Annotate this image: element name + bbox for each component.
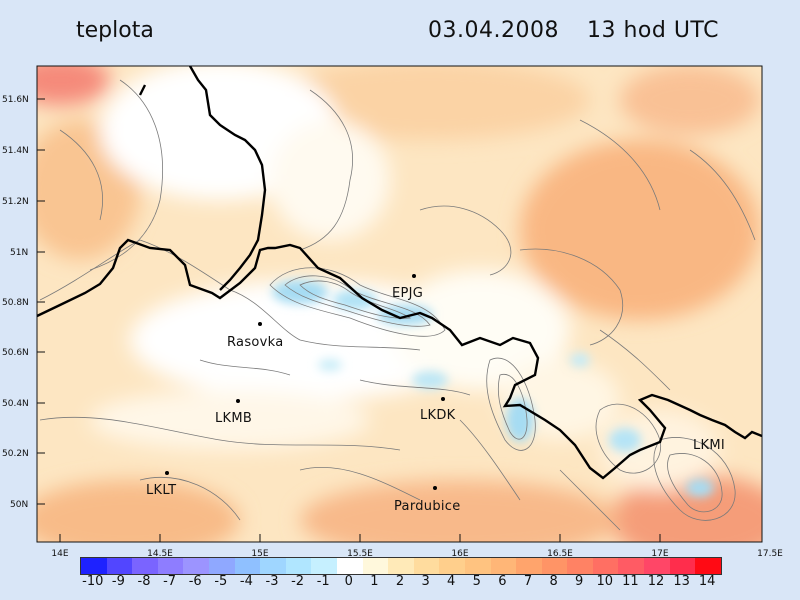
colorbar-cell <box>285 558 312 574</box>
colorbar-cell <box>439 558 465 574</box>
lon-tick-label: 15E <box>251 549 268 559</box>
colorbar-label: -9 <box>111 574 125 589</box>
colorbar-cell <box>234 558 261 574</box>
lat-tick-label: 50N <box>10 500 28 510</box>
colorbar-label: -1 <box>316 574 330 589</box>
colorbar-label: 9 <box>575 574 584 589</box>
station-label-lkdk: LKDK <box>420 408 456 423</box>
colorbar-label: 8 <box>549 574 558 589</box>
colorbar-cell <box>183 558 209 574</box>
lon-tick-label: 15.5E <box>347 549 373 559</box>
station-label-rasovka: Rasovka <box>227 335 284 350</box>
lon-tick-label: 14.5E <box>147 549 173 559</box>
colorbar-cell <box>336 558 363 574</box>
colorbar-cell <box>388 558 414 574</box>
lat-tick-label: 51.2N <box>2 197 29 207</box>
lat-tick-label: 51N <box>10 248 28 258</box>
colorbar-label: -2 <box>291 574 305 589</box>
station-markers: EPJG Rasovka LKMB LKDK LKMI LKLT Pardubi… <box>146 274 725 514</box>
colorbar-cell <box>81 558 107 574</box>
colorbar-cell <box>516 558 542 574</box>
colorbar-cell <box>362 558 389 574</box>
lon-tick-label: 16E <box>451 549 468 559</box>
colorbar-label: 13 <box>673 574 690 589</box>
colorbar-label: 7 <box>523 574 533 589</box>
colorbar-label: 10 <box>596 574 614 589</box>
colorbar-cell <box>592 558 619 574</box>
station-dot <box>236 399 240 403</box>
map-date: 03.04.2008 <box>428 18 559 43</box>
colorbar-cell <box>413 558 440 574</box>
station-label-pardubice: Pardubice <box>394 499 461 514</box>
colorbar-label: -10 <box>82 574 104 589</box>
colorbar-labels: -10 -9 -8 -7 -6 -5 -4 -3 -2 -1 0 1 2 3 4 5 6 7 8 9 10 11 12 13 1… <box>80 574 720 590</box>
colorbar-cell <box>490 558 517 574</box>
lat-tick-label: 50.2N <box>2 449 29 459</box>
colorbar-label: -5 <box>214 574 228 589</box>
country-borders <box>37 66 762 480</box>
colorbar-cell <box>311 558 337 574</box>
lat-tick-label: 50.4N <box>2 399 29 409</box>
temperature-field <box>37 66 762 542</box>
colorbar-label: 12 <box>647 574 665 589</box>
axis-ticks <box>37 98 763 542</box>
colorbar-label: -4 <box>239 574 253 589</box>
colorbar-label: 6 <box>498 574 507 589</box>
colorbar-label: 1 <box>370 574 379 589</box>
colorbar-label: -8 <box>137 574 151 589</box>
lon-tick-label: 16.5E <box>547 549 573 559</box>
colorbar-label: -6 <box>188 574 202 589</box>
station-dot <box>433 486 437 490</box>
colorbar-cell <box>541 558 568 574</box>
longitude-labels: 14E 14.5E 15E 15.5E 16E 16.5E 17E 17.5E <box>51 549 783 559</box>
station-label-lklt: LKLT <box>146 483 176 498</box>
colorbar-label: 11 <box>622 574 639 589</box>
station-label-epjg: EPJG <box>392 286 423 301</box>
colorbar-cell <box>644 558 670 574</box>
lat-tick-label: 51.4N <box>2 146 29 156</box>
colorbar-label: 3 <box>421 574 430 589</box>
station-dot <box>258 322 262 326</box>
colorbar-cell <box>695 558 721 574</box>
lat-tick-label: 50.8N <box>2 298 29 308</box>
lat-tick-label: 50.6N <box>2 348 29 358</box>
colorbar-label: 0 <box>344 574 353 589</box>
colorbar-label: 14 <box>698 574 716 589</box>
lat-tick-label: 51.6N <box>2 95 29 105</box>
map-variable-title: teplota <box>76 18 154 43</box>
colorbar-cell <box>260 558 286 574</box>
colorbar-cell <box>464 558 491 574</box>
colorbar-cell <box>132 558 158 574</box>
lon-tick-label: 17E <box>651 549 668 559</box>
colorbar-cell <box>618 558 645 574</box>
temperature-colorbar <box>80 557 722 575</box>
map-time: 13 hod UTC <box>586 18 719 43</box>
colorbar-label: 5 <box>472 574 481 589</box>
colorbar-label: -7 <box>163 574 177 589</box>
map-datetime-title: 03.04.2008 13 hod UTC <box>428 18 719 43</box>
colorbar-cell <box>669 558 696 574</box>
lon-tick-label: 17.5E <box>757 549 783 559</box>
colorbar-label: 4 <box>447 574 456 589</box>
plot-frame <box>36 65 763 543</box>
latitude-labels: 51.6N 51.4N 51.2N 51N 50.8N 50.6N 50.4N … <box>2 95 29 510</box>
lon-tick-label: 14E <box>51 549 68 559</box>
station-label-lkmi: LKMI <box>693 438 725 453</box>
station-label-lkmb: LKMB <box>215 411 252 426</box>
station-dot <box>441 397 445 401</box>
colorbar-cell <box>106 558 133 574</box>
colorbar-cell <box>208 558 235 574</box>
colorbar-label: 2 <box>395 574 405 589</box>
colorbar-cell <box>157 558 184 574</box>
colorbar-cell <box>567 558 593 574</box>
colorbar-label: -3 <box>265 574 279 589</box>
station-dot <box>412 274 416 278</box>
station-dot <box>165 471 169 475</box>
